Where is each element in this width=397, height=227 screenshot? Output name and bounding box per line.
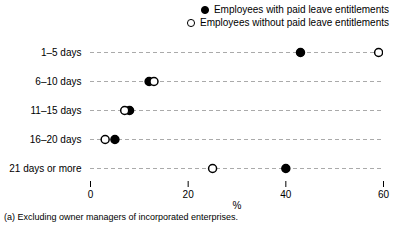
html-text:(a) Excluding owner managers o: (a) Excluding owner managers of incorpor… [4,212,239,222]
svg-text:1–5 days: 1–5 days [41,47,82,58]
svg-text:60: 60 [378,189,390,200]
svg-text:11–15 days: 11–15 days [31,105,82,116]
html-text:Employees without paid leave e: Employees without paid leave entitlement… [200,17,389,28]
svg-text:%: % [233,200,242,211]
svg-text:16–20 days: 16–20 days [30,134,82,145]
svg-text:6–10 days: 6–10 days [35,76,81,87]
svg-text:40: 40 [280,189,292,200]
svg-text:0: 0 [88,189,94,200]
html-text:Employees with paid leave enti: Employees with paid leave entitlements [213,4,389,15]
svg-text:21 days or more: 21 days or more [9,163,82,174]
svg-text:20: 20 [183,189,195,200]
